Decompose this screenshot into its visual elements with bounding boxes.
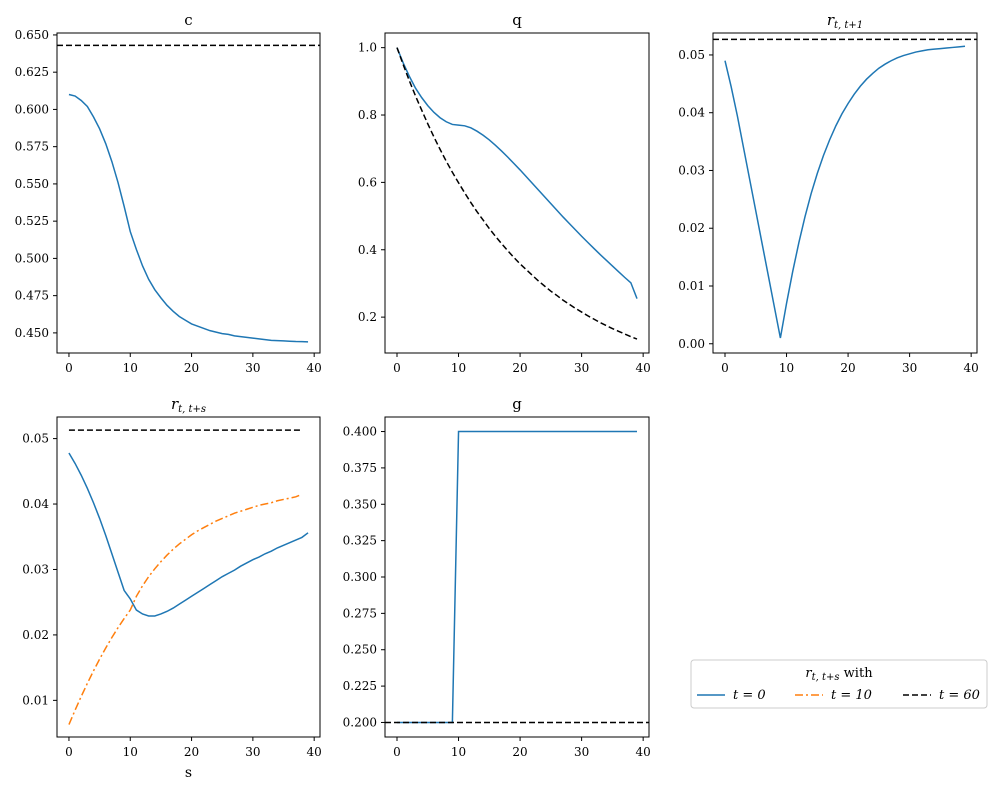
- x-tick-label-q-4: 40: [636, 361, 651, 375]
- y-tick-label-g-6: 0.350: [343, 497, 377, 511]
- y-tick-label-c-5: 0.575: [15, 140, 49, 154]
- y-tick-label-q-4: 1.0: [358, 41, 377, 55]
- x-tick-label-g-0: 0: [393, 745, 401, 759]
- y-tick-label-c-4: 0.550: [15, 177, 49, 191]
- y-tick-label-c-3: 0.525: [15, 214, 49, 228]
- y-tick-label-rs-4: 0.05: [22, 432, 49, 446]
- panel-q: 0 10 20 30 40 0.2 0.4 0.6 0.8 1.0 q: [358, 11, 651, 375]
- x-tick-label-g-1: 10: [451, 745, 466, 759]
- legend-label-2: t = 60: [939, 688, 980, 703]
- x-tick-label-c-1: 10: [123, 361, 138, 375]
- y-tick-label-c-2: 0.500: [15, 251, 49, 265]
- y-tick-label-r1-0: 0.00: [678, 337, 705, 351]
- panel-title-rs: rt, t+s: [171, 395, 206, 415]
- panel-title-q: q: [512, 11, 522, 29]
- x-tick-label-r1-3: 30: [902, 361, 917, 375]
- panel-c: 0 10 20 30 40 0.450 0.475 0.500 0.525 0.550 0.575 0…: [15, 11, 322, 375]
- y-tick-label-r1-4: 0.04: [678, 106, 705, 120]
- axes-frame-q: [384, 32, 650, 354]
- y-tick-label-c-1: 0.475: [15, 289, 49, 303]
- series-line-rs-0: [68, 452, 309, 617]
- y-tick-label-rs-2: 0.03: [22, 562, 49, 576]
- x-tick-label-q-3: 30: [574, 361, 589, 375]
- x-tick-label-rs-0: 0: [65, 745, 73, 759]
- y-tick-label-rs-1: 0.02: [22, 628, 49, 642]
- panel-r1: 0 10 20 30 40 0.00 0.01 0.02 0.03 0.04 0.05 rt, t+1: [678, 11, 979, 375]
- y-tick-label-r1-5: 0.05: [678, 48, 705, 62]
- y-tick-label-r1-3: 0.03: [678, 163, 705, 177]
- y-tick-label-c-7: 0.625: [15, 65, 49, 79]
- y-tick-label-g-2: 0.250: [343, 643, 377, 657]
- x-tick-label-r1-1: 10: [779, 361, 794, 375]
- y-tick-label-rs-3: 0.04: [22, 497, 49, 511]
- y-tick-label-g-7: 0.375: [343, 461, 377, 475]
- y-tick-label-c-0: 0.450: [15, 326, 49, 340]
- y-tick-label-g-0: 0.200: [343, 715, 377, 729]
- series-line-rs-1: [68, 493, 303, 725]
- y-tick-label-r1-1: 0.01: [678, 279, 705, 293]
- y-tick-label-rs-0: 0.01: [22, 693, 49, 707]
- x-tick-label-c-0: 0: [65, 361, 73, 375]
- legend-label-1: t = 10: [831, 688, 872, 703]
- series-line-c-0: [68, 93, 309, 343]
- axes-frame-r1: [712, 32, 978, 354]
- x-tick-label-c-4: 40: [307, 361, 322, 375]
- y-tick-label-g-3: 0.275: [343, 606, 377, 620]
- x-tick-label-rs-3: 30: [245, 745, 260, 759]
- y-tick-label-q-3: 0.8: [358, 108, 377, 122]
- legend-label-0: t = 0: [733, 688, 766, 703]
- y-tick-label-g-8: 0.400: [343, 425, 377, 439]
- series-line-r1-0: [724, 45, 966, 339]
- y-tick-label-g-5: 0.325: [343, 534, 377, 548]
- series-line-g-0: [397, 430, 637, 724]
- x-tick-label-q-0: 0: [393, 361, 401, 375]
- x-tick-label-c-2: 20: [184, 361, 199, 375]
- panel-title-c: c: [184, 11, 192, 29]
- axes-frame-c: [56, 32, 321, 354]
- legend-title: rt, t+s with: [805, 666, 873, 683]
- panel-g: 0 10 20 30 40 0.200 0.225 0.250 0.275 0.300 0.325 0…: [343, 395, 651, 759]
- y-tick-label-g-4: 0.300: [343, 570, 377, 584]
- y-tick-label-c-6: 0.600: [15, 102, 49, 116]
- y-tick-label-q-1: 0.4: [358, 243, 377, 257]
- x-tick-label-g-4: 40: [636, 745, 651, 759]
- legend: rt, t+s with t = 0 t = 10 t = 60: [690, 659, 988, 709]
- series-line-q-1: [396, 47, 638, 340]
- y-tick-label-q-0: 0.2: [358, 310, 377, 324]
- x-tick-label-r1-2: 20: [840, 361, 855, 375]
- x-axis-label-rs: s: [185, 765, 192, 781]
- panel-rs: 0 10 20 30 40 0.01 0.02 0.03 0.04 0.05 rt, t+s s: [22, 395, 322, 781]
- y-tick-label-g-1: 0.225: [343, 679, 377, 693]
- axes-frame-rs: [56, 416, 321, 738]
- x-tick-label-g-3: 30: [574, 745, 589, 759]
- x-tick-label-g-2: 20: [512, 745, 527, 759]
- panel-title-r1: rt, t+1: [827, 11, 863, 31]
- x-tick-label-r1-0: 0: [721, 361, 729, 375]
- series-line-q-0: [396, 47, 638, 299]
- y-tick-label-r1-2: 0.02: [678, 221, 705, 235]
- y-tick-label-q-2: 0.6: [358, 175, 377, 189]
- x-tick-label-c-3: 30: [245, 361, 260, 375]
- panel-title-g: g: [512, 395, 522, 413]
- x-tick-label-q-2: 20: [512, 361, 527, 375]
- legend-frame: [690, 659, 988, 709]
- axes-frame-g: [384, 416, 650, 738]
- x-tick-label-r1-4: 40: [964, 361, 979, 375]
- x-tick-label-rs-4: 40: [307, 745, 322, 759]
- x-tick-label-q-1: 10: [451, 361, 466, 375]
- y-tick-label-c-8: 0.650: [15, 28, 49, 42]
- x-tick-label-rs-1: 10: [123, 745, 138, 759]
- x-tick-label-rs-2: 20: [184, 745, 199, 759]
